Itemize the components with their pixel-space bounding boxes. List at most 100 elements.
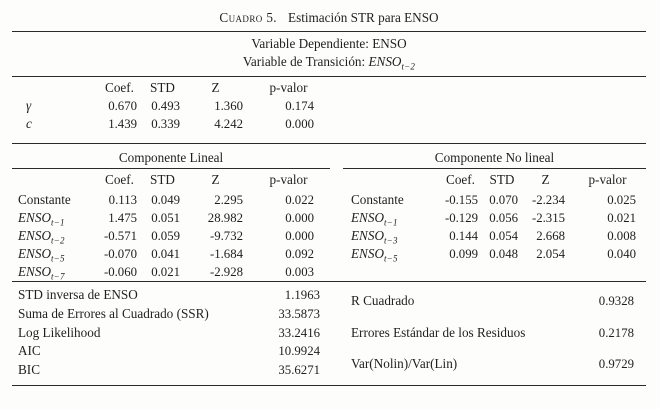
cell-std: 0.339 (151, 117, 180, 131)
gamma-c-header-row: Coef. STD Z p-valor (12, 79, 330, 97)
stat-label: Var(Nolin)/Var(Lin) (351, 355, 458, 371)
cell-z: -1.684 (209, 247, 243, 261)
cell-std: 0.021 (151, 265, 180, 279)
var-subscript: t−5 (383, 253, 398, 264)
dependent-variable-line: Variable Dependiente: ENSO (251, 36, 407, 51)
components-section: Componente Lineal Coef. STD Z p-valor Co… (12, 146, 646, 281)
header-z: Z (522, 170, 569, 191)
header-pvalor: p-valor (569, 170, 646, 191)
nonlinear-row-enso-t3: ENSOt−3 0.144 0.054 2.668 0.008 (343, 227, 646, 245)
stat-row: R Cuadrado 0.9328 (343, 286, 646, 317)
cell-pvalor: 0.021 (607, 211, 636, 225)
stat-row: Suma de Errores al Cuadrado (SSR) 33.587… (12, 305, 330, 324)
stat-label: AIC (18, 343, 41, 359)
caption-title: Estimación STR para ENSO (288, 10, 439, 25)
cell-pvalor: 0.022 (285, 193, 314, 207)
var-subscript: t−5 (50, 253, 65, 264)
cell-z: -2.315 (531, 211, 565, 225)
linear-component-panel: Componente Lineal Coef. STD Z p-valor Co… (12, 146, 330, 281)
stats-right-table: R Cuadrado 0.9328 Errores Estándar de lo… (343, 286, 646, 380)
stats-section: STD inversa de ENSO 1.1963 Suma de Error… (12, 282, 646, 385)
cell-coef: -0.571 (103, 229, 137, 243)
nonlinear-row-enso-t5: ENSOt−5 0.099 0.048 2.054 0.040 (343, 245, 646, 263)
linear-header-row: Coef. STD Z p-valor (12, 170, 330, 191)
header-z: Z (211, 80, 220, 95)
rule-above-components (12, 143, 646, 144)
cell-coef: 0.670 (108, 99, 137, 113)
var-subscript: t−7 (50, 271, 65, 282)
stat-value: 0.2178 (598, 325, 634, 340)
nonlinear-row-enso-t1: ENSOt−1 -0.129 0.056 -2.315 0.021 (343, 209, 646, 227)
header-std: STD (482, 170, 522, 191)
cell-coef: 0.099 (449, 247, 478, 261)
cell-z: 2.295 (214, 193, 243, 207)
var-name: ENSO (351, 210, 384, 225)
linear-table: Coef. STD Z p-valor Constante 0.113 0.04… (12, 170, 330, 281)
cell-coef: -0.155 (444, 193, 478, 207)
header-empty (343, 170, 439, 191)
linear-component-title: Componente Lineal (12, 146, 330, 169)
linear-row-constante: Constante 0.113 0.049 2.295 0.022 (12, 190, 330, 209)
param-row-gamma: γ 0.670 0.493 1.360 0.174 (12, 97, 330, 115)
rule-bottom (12, 384, 646, 386)
stat-row: Log Likelihood 33.2416 (12, 324, 330, 343)
cell-label: c (26, 116, 32, 131)
rule-under-subtitles (12, 76, 646, 77)
var-name: ENSO (351, 228, 384, 243)
cell-z: 2.054 (536, 247, 565, 261)
nonlinear-row-constante: Constante -0.155 0.070 -2.234 0.025 (343, 190, 646, 209)
stat-value: 0.9328 (598, 294, 634, 309)
stat-value: 1.1963 (284, 288, 320, 302)
cell-std: 0.041 (151, 247, 180, 261)
stat-label: R Cuadrado (351, 293, 415, 309)
cell-z: 28.982 (207, 211, 243, 225)
cell-pvalor: 0.092 (285, 247, 314, 261)
header-z: Z (184, 170, 247, 191)
cell-pvalor: 0.174 (285, 99, 314, 113)
var-name: ENSO (18, 264, 51, 279)
cell-std: 0.051 (151, 211, 180, 225)
stat-value: 33.2416 (278, 325, 320, 340)
stat-label: Errores Estándar de los Residuos (351, 324, 526, 340)
param-row-c: c 1.439 0.339 4.242 0.000 (12, 115, 330, 133)
cell-pvalor: 0.000 (285, 211, 314, 225)
stat-label: Suma de Errores al Cuadrado (SSR) (18, 305, 209, 321)
header-pvalor: p-valor (269, 80, 308, 95)
stat-value: 33.5873 (278, 306, 320, 321)
caption-number: Cuadro 5. (219, 10, 278, 25)
cell-pvalor: 0.000 (285, 229, 314, 243)
cell-z: 2.668 (536, 229, 565, 243)
cell-z: -2.234 (531, 193, 565, 207)
linear-row-enso-t2: ENSOt−2 -0.571 0.059 -9.732 0.000 (12, 227, 330, 245)
var-subscript: t−1 (50, 217, 65, 228)
stats-left-table: STD inversa de ENSO 1.1963 Suma de Error… (12, 286, 330, 380)
cell-pvalor: 0.003 (285, 265, 314, 279)
cell-label: ENSOt−1 (12, 209, 98, 227)
nonlinear-table: Coef. STD Z p-valor Constante -0.155 0.0… (343, 170, 646, 263)
linear-row-enso-t1: ENSOt−1 1.475 0.051 28.982 0.000 (12, 209, 330, 227)
rule-top (12, 31, 646, 32)
nonlinear-header-row: Coef. STD Z p-valor (343, 170, 646, 191)
cell-label: γ (26, 98, 32, 113)
var-subscript: t−3 (383, 235, 398, 246)
cell-std: 0.048 (489, 247, 518, 261)
var-name: ENSO (351, 246, 384, 261)
cell-pvalor: 0.025 (607, 193, 636, 207)
table-subtitles: Variable Dependiente: ENSO Variable de T… (12, 32, 646, 76)
stat-value: 0.9729 (598, 356, 634, 371)
cell-std: 0.493 (151, 99, 180, 113)
table-caption: Cuadro 5. Estimación STR para ENSO (12, 8, 646, 28)
cell-z: 4.242 (214, 117, 243, 131)
transition-variable-subscript: t−2 (401, 61, 416, 72)
cell-z: 1.360 (214, 99, 243, 113)
cell-std: 0.059 (151, 229, 180, 243)
var-name: ENSO (18, 246, 51, 261)
cell-pvalor: 0.008 (607, 229, 636, 243)
transition-variable-prefix: Variable de Transición: (242, 54, 369, 69)
transition-variable-math: ENSO (368, 54, 402, 69)
header-coef: Coef. (439, 170, 482, 191)
cell-std: 0.049 (151, 193, 180, 207)
gamma-c-table: Coef. STD Z p-valor γ 0.670 0.493 1.360 … (12, 79, 330, 133)
cell-pvalor: 0.000 (285, 117, 314, 131)
